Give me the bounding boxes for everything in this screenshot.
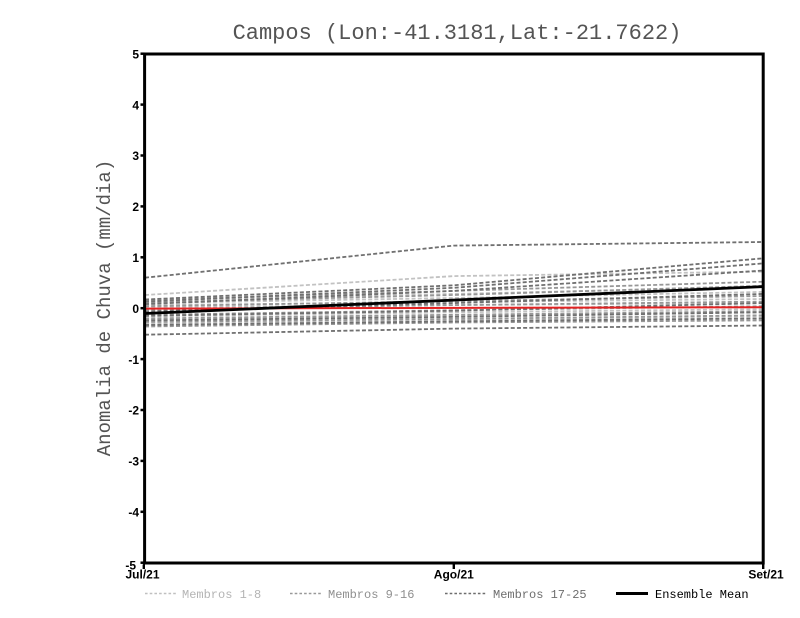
svg-text:-2: -2 [128,404,139,418]
svg-text:Membros 17-25: Membros 17-25 [493,588,587,602]
svg-text:Ensemble Mean: Ensemble Mean [655,588,749,602]
svg-text:3: 3 [132,149,139,163]
svg-text:2: 2 [132,200,139,214]
svg-text:Set/21: Set/21 [748,568,784,582]
svg-text:-3: -3 [128,455,139,469]
svg-text:-1: -1 [128,353,139,367]
svg-text:0: 0 [132,302,139,316]
svg-text:4: 4 [132,98,139,112]
svg-text:Membros 9-16: Membros 9-16 [328,588,414,602]
svg-text:Ago/21: Ago/21 [434,568,474,582]
svg-text:-4: -4 [128,506,139,520]
svg-text:1: 1 [132,251,139,265]
svg-text:-5: -5 [125,559,136,573]
svg-text:5: 5 [132,47,139,61]
svg-text:Membros 1-8: Membros 1-8 [182,588,261,602]
svg-text:Campos (Lon:-41.3181,Lat:-21.7: Campos (Lon:-41.3181,Lat:-21.7622) [233,21,682,46]
svg-text:Jul/21: Jul/21 [125,568,159,582]
svg-text:Anomalia de Chuva (mm/dia): Anomalia de Chuva (mm/dia) [94,160,116,456]
